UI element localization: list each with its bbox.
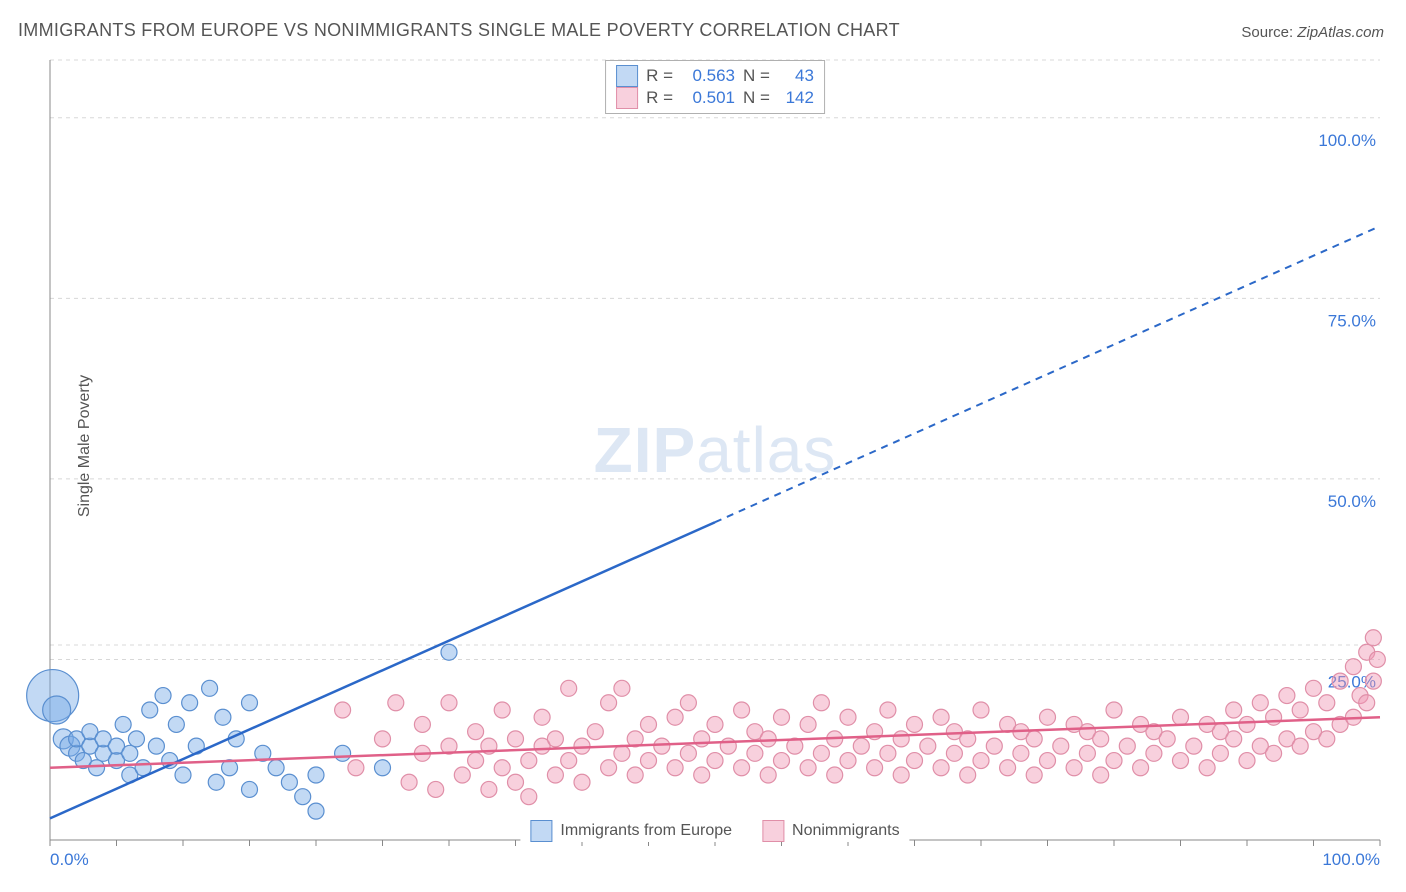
r-label: R = [646, 66, 673, 86]
legend-item-nonimmigrants: Nonimmigrants [762, 820, 900, 842]
svg-text:75.0%: 75.0% [1328, 311, 1376, 330]
swatch-immigrants [616, 65, 638, 87]
chart-title: IMMIGRANTS FROM EUROPE VS NONIMMIGRANTS … [18, 20, 900, 41]
svg-text:50.0%: 50.0% [1328, 492, 1376, 511]
swatch-nonimmigrants-icon [762, 820, 784, 842]
svg-text:100.0%: 100.0% [1318, 131, 1376, 150]
plot-area: 25.0%50.0%75.0%100.0% ZIPatlas R = 0.563… [50, 60, 1380, 840]
n-label: N = [743, 88, 770, 108]
legend-row-nonimmigrants: R = 0.501 N = 142 [616, 87, 814, 109]
r-label: R = [646, 88, 673, 108]
source-label: Source: [1241, 24, 1293, 41]
legend-label-immigrants: Immigrants from Europe [560, 822, 732, 840]
n-value-immigrants: 43 [778, 66, 814, 86]
legend-series: Immigrants from Europe Nonimmigrants [520, 820, 909, 842]
swatch-immigrants-icon [530, 820, 552, 842]
legend-correlation: R = 0.563 N = 43 R = 0.501 N = 142 [605, 60, 825, 114]
r-value-nonimmigrants: 0.501 [681, 88, 735, 108]
source-attribution: Source: ZipAtlas.com [1241, 24, 1384, 41]
x-axis-label-left: 0.0% [50, 850, 89, 870]
x-axis-label-right: 100.0% [1322, 850, 1380, 870]
r-value-immigrants: 0.563 [681, 66, 735, 86]
n-value-nonimmigrants: 142 [778, 88, 814, 108]
legend-item-immigrants: Immigrants from Europe [530, 820, 732, 842]
source-value: ZipAtlas.com [1297, 24, 1384, 41]
legend-label-nonimmigrants: Nonimmigrants [792, 822, 900, 840]
swatch-nonimmigrants [616, 87, 638, 109]
chart-svg: 25.0%50.0%75.0%100.0% [50, 60, 1380, 840]
legend-row-immigrants: R = 0.563 N = 43 [616, 65, 814, 87]
n-label: N = [743, 66, 770, 86]
